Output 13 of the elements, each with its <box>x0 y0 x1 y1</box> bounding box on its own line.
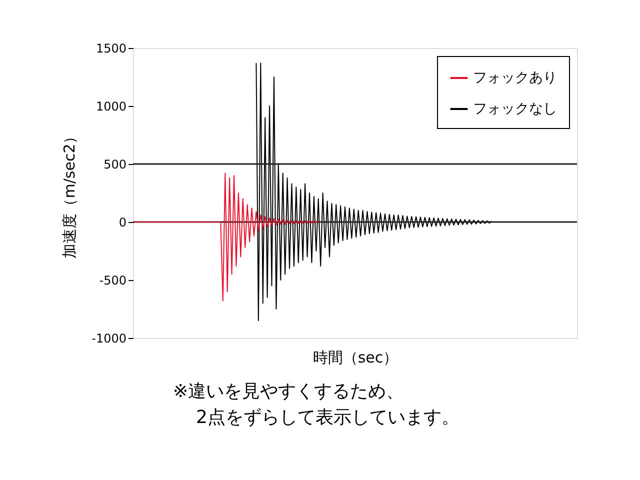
y-tick-label: 1500 <box>96 42 126 56</box>
y-tick-label: -500 <box>99 274 126 288</box>
text: 2点をずらして表示しています。 <box>196 407 460 428</box>
text: ※違いを見やすくするため、 <box>173 381 404 402</box>
line-series <box>134 172 319 302</box>
x-axis-title: 時間（sec） <box>312 348 398 366</box>
y-tick-label: -1000 <box>92 332 126 346</box>
y-tick-label: 500 <box>104 158 126 172</box>
y-tick-label: 0 <box>118 216 126 230</box>
y-axis-title: 加速度（m/sec2） <box>60 128 79 258</box>
legend-label: フォックなし <box>473 101 557 117</box>
legend-label: フォックあり <box>473 70 557 86</box>
y-tick-label: 1000 <box>96 100 126 114</box>
